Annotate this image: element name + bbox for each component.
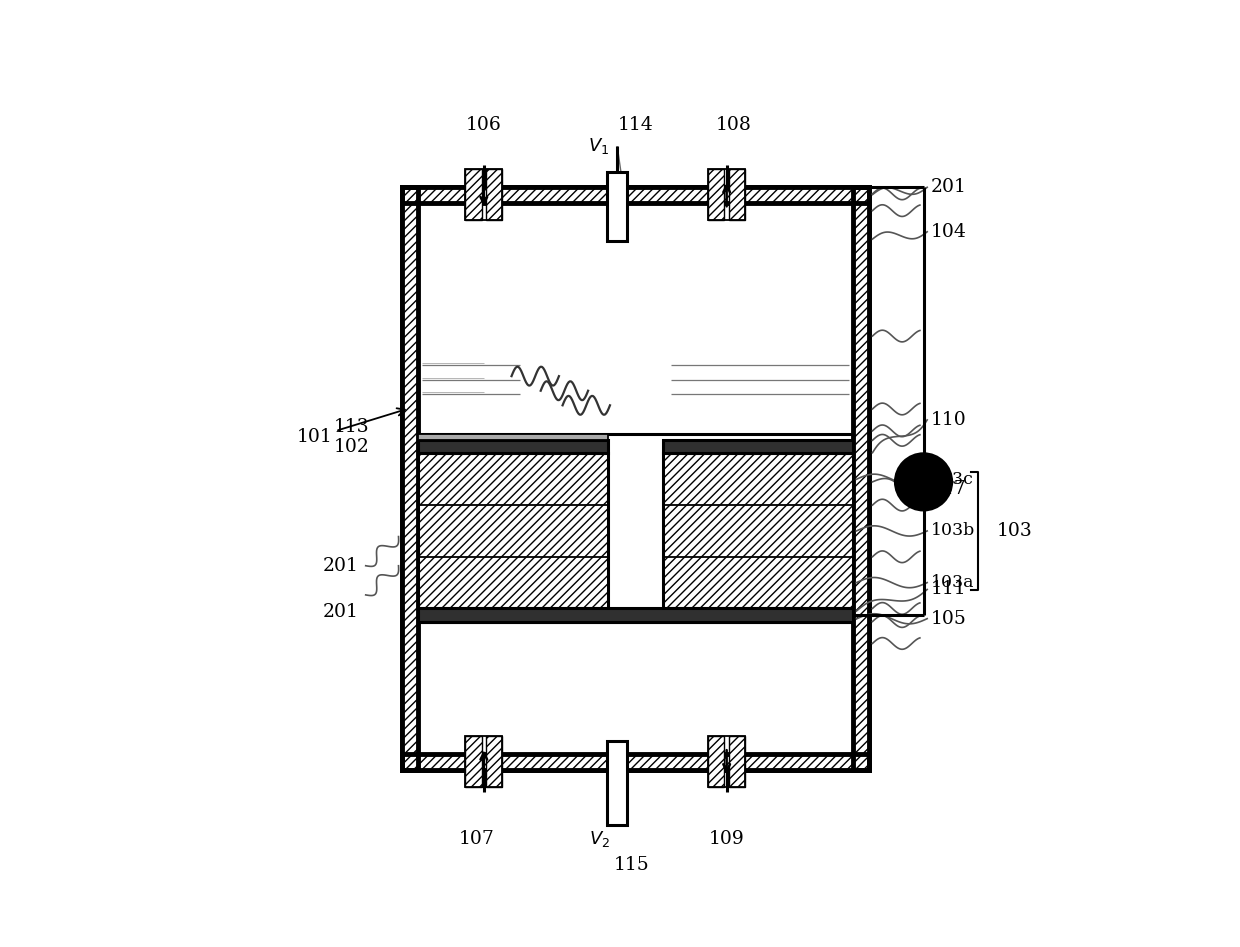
Text: 107: 107 bbox=[459, 831, 495, 849]
Text: 201: 201 bbox=[322, 603, 358, 621]
Bar bbox=[853, 187, 869, 770]
Text: 201: 201 bbox=[931, 178, 967, 196]
Bar bbox=[465, 170, 481, 220]
Text: 115: 115 bbox=[614, 856, 650, 874]
Bar bbox=[402, 754, 869, 770]
Text: 105: 105 bbox=[931, 610, 967, 628]
Bar bbox=[418, 608, 853, 621]
Bar bbox=[402, 187, 869, 770]
Bar bbox=[608, 172, 627, 241]
Bar bbox=[402, 187, 869, 203]
Bar bbox=[465, 737, 502, 787]
Text: 101: 101 bbox=[296, 408, 405, 446]
Text: 104: 104 bbox=[931, 223, 967, 241]
Bar bbox=[418, 435, 608, 440]
Text: 106: 106 bbox=[466, 116, 502, 134]
Text: 102: 102 bbox=[334, 438, 370, 456]
Bar bbox=[708, 737, 745, 787]
Text: 201: 201 bbox=[322, 557, 358, 575]
Bar bbox=[486, 170, 502, 220]
Bar bbox=[418, 454, 608, 608]
Bar bbox=[418, 621, 853, 754]
Bar bbox=[663, 440, 853, 454]
Bar bbox=[402, 754, 869, 770]
Text: A: A bbox=[915, 472, 931, 491]
Bar bbox=[708, 170, 724, 220]
Bar bbox=[708, 170, 745, 220]
Text: 113: 113 bbox=[334, 419, 370, 437]
Text: 110: 110 bbox=[931, 411, 966, 429]
Bar bbox=[729, 737, 745, 787]
Bar bbox=[486, 737, 502, 787]
Bar bbox=[853, 187, 869, 770]
Text: $V_1$: $V_1$ bbox=[589, 136, 610, 156]
Bar bbox=[663, 454, 853, 608]
Text: 117: 117 bbox=[931, 480, 966, 498]
Text: $V_2$: $V_2$ bbox=[589, 830, 610, 849]
Circle shape bbox=[895, 455, 951, 509]
Bar bbox=[402, 187, 869, 203]
Bar bbox=[418, 203, 853, 435]
Text: 103: 103 bbox=[997, 522, 1032, 540]
Bar bbox=[465, 737, 481, 787]
Text: 103c: 103c bbox=[931, 471, 973, 488]
Text: 109: 109 bbox=[709, 831, 744, 849]
Text: 114: 114 bbox=[618, 116, 653, 134]
Bar bbox=[465, 170, 502, 220]
Bar bbox=[708, 737, 724, 787]
Bar bbox=[418, 440, 608, 454]
Text: 111: 111 bbox=[931, 581, 966, 599]
Text: 103b: 103b bbox=[931, 523, 975, 540]
Text: 108: 108 bbox=[715, 116, 751, 134]
Bar bbox=[729, 170, 745, 220]
Bar bbox=[608, 741, 627, 825]
Bar bbox=[418, 203, 853, 754]
Bar bbox=[402, 187, 418, 770]
Bar bbox=[402, 187, 418, 770]
Text: 103a: 103a bbox=[931, 574, 975, 591]
